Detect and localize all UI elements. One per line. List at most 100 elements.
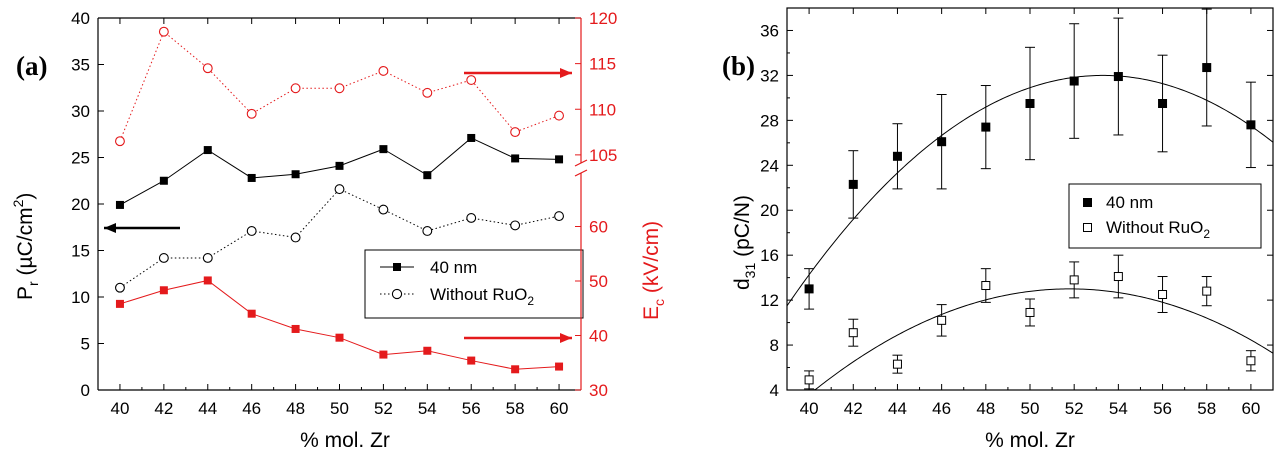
panel-a-series-3-point-11 bbox=[555, 362, 564, 371]
panel-a-series-4-point-6 bbox=[334, 83, 345, 94]
panel-a-x-tick-label-3: 44 bbox=[198, 399, 217, 418]
panel-a-series-3-point-3 bbox=[203, 276, 212, 285]
panel-a-axis-break-mark-2 bbox=[574, 169, 588, 177]
panel-a-x-axis-label: % mol. Zr bbox=[300, 429, 390, 452]
panel-b-x-tick-label-10: 58 bbox=[1197, 399, 1216, 418]
panel-b-y-tick-label-1: 4 bbox=[770, 381, 779, 400]
panel-b-legend: 40 nm Without RuO2 bbox=[1068, 183, 1262, 249]
panel-b-x-tick-label-9: 56 bbox=[1153, 399, 1172, 418]
panel-a-series-2-point-4 bbox=[246, 226, 257, 236]
panel-b-series-2-point-6 bbox=[1025, 307, 1035, 317]
panel-a-series-3-point-6 bbox=[335, 333, 344, 342]
panel-b-x-tick-label-7: 52 bbox=[1065, 399, 1084, 418]
panel-a-y-tick-label-right-lower-4: 60 bbox=[589, 218, 608, 237]
panel-a-y-tick-label-right-upper-1: 105 bbox=[589, 146, 617, 165]
panel-a-y-tick-label-left-1: 0 bbox=[81, 381, 90, 400]
panel-a-series-3-point-7 bbox=[379, 350, 388, 359]
panel-a-y-tick-label-right-lower-3: 50 bbox=[589, 272, 608, 291]
panel-b-series-2-point-1 bbox=[804, 375, 814, 385]
panel-a-series-2-point-10 bbox=[510, 220, 521, 231]
panel-a-series-1-point-11 bbox=[555, 155, 564, 164]
panel-a-series-4-point-8 bbox=[422, 87, 433, 98]
panel-a-series-4-point-7 bbox=[378, 65, 389, 76]
panel-a-series-2-point-2 bbox=[158, 252, 169, 263]
panel-a-series-1-point-8 bbox=[423, 171, 432, 180]
panel-b-series-2-point-11 bbox=[1246, 356, 1256, 366]
panel-a-series-2-line bbox=[119, 188, 560, 289]
legend-b-swatch-1 bbox=[1083, 198, 1092, 207]
panel-a-series-2-point-5 bbox=[290, 232, 301, 243]
panel-a-arrow-2-head bbox=[560, 68, 572, 78]
panel-b-x-tick-label-4: 46 bbox=[932, 399, 951, 418]
panel-a-series-2-point-8 bbox=[422, 226, 433, 236]
panel-a-series-4-point-3 bbox=[202, 63, 213, 74]
panel-a-series-3-point-9 bbox=[467, 356, 476, 365]
panel-b-fit-curve-2 bbox=[787, 288, 1274, 391]
panel-a-series-1-point-7 bbox=[379, 145, 388, 154]
panel-a-arrow-1 bbox=[104, 223, 180, 233]
panel-a-y-tick-label-right-upper-2: 110 bbox=[589, 100, 616, 119]
panel-a-arrow-3 bbox=[464, 333, 572, 343]
legend-a-label-1: 40 nm bbox=[430, 258, 477, 277]
panel-b-legend-box bbox=[1068, 183, 1262, 249]
panel-a-y-tick-label-left-4: 15 bbox=[71, 242, 90, 261]
panel-a-series-4-point-4 bbox=[246, 108, 257, 119]
panel-a-series-3-point-8 bbox=[423, 346, 432, 355]
panel-b-series-2-point-7 bbox=[1069, 275, 1079, 285]
panel-b-y-tick-label-7: 28 bbox=[760, 111, 779, 130]
panel-a-series-2-point-6 bbox=[334, 184, 345, 195]
panel-b-series-1-point-6 bbox=[1025, 99, 1035, 108]
panel-b-series-2-point-2 bbox=[848, 328, 858, 338]
panel-b-y-tick-label-5: 20 bbox=[760, 201, 779, 220]
panel-b-y-tick-label-4: 16 bbox=[760, 246, 779, 265]
panel-a-y-tick-label-right-lower-1: 30 bbox=[589, 381, 608, 400]
panel-a-x-tick-label-2: 42 bbox=[154, 399, 173, 418]
panel-b-x-tick-label-2: 42 bbox=[844, 399, 863, 418]
panel-b-series-1-point-1 bbox=[804, 284, 814, 294]
panel-a-legend: 40 nm Without RuO2 bbox=[364, 249, 584, 319]
panel-a-series-1-point-3 bbox=[203, 146, 212, 155]
panel-a-series-2-point-7 bbox=[378, 204, 389, 215]
panel-b-x-tick-label-1: 40 bbox=[800, 399, 819, 418]
panel-a-y-axis-label-left: Pr (µC/cm2) bbox=[10, 193, 41, 300]
panel-b-x-tick-label-6: 50 bbox=[1021, 399, 1040, 418]
panel-b-x-tick-label-11: 60 bbox=[1241, 399, 1260, 418]
panel-a-series-2-point-9 bbox=[466, 213, 477, 223]
panel-b-y-tick-label-8: 32 bbox=[760, 66, 779, 85]
panel-a-series-3-point-10 bbox=[511, 365, 520, 374]
legend-b-swatch-2 bbox=[1083, 223, 1092, 232]
panel-a-series-1-point-10 bbox=[511, 154, 520, 163]
panel-a-y-tick-label-right-lower-2: 40 bbox=[589, 327, 608, 346]
panel-a-x-tick-label-10: 58 bbox=[506, 399, 525, 418]
panel-b-series-2-point-5 bbox=[981, 281, 991, 291]
panel-a-axis-break-mark-1 bbox=[574, 159, 588, 167]
legend-a-swatch-marker-2 bbox=[391, 288, 403, 300]
panel-a-legend-box bbox=[364, 249, 584, 319]
panel-b-series-1-point-5 bbox=[981, 122, 991, 132]
panel-b-series-2-point-10 bbox=[1202, 286, 1212, 296]
panel-a-series-4-point-9 bbox=[466, 75, 477, 86]
panel-a-series-4-point-1 bbox=[115, 136, 125, 147]
legend-b-label-2: Without RuO2 bbox=[1106, 218, 1210, 241]
panel-a-chart: (a) % mol. Zr Pr (µC/cm2) Ec (kV/cm) 40 … bbox=[10, 9, 667, 452]
panel-a-x-tick-label-1: 40 bbox=[110, 399, 129, 418]
panel-a-y-tick-label-left-5: 20 bbox=[71, 195, 90, 214]
panel-a-y-axis-label-right: Ec (kV/cm) bbox=[640, 221, 667, 320]
panel-a-series-1-point-9 bbox=[467, 133, 476, 142]
panel-a-x-tick-label-11: 60 bbox=[550, 399, 569, 418]
panel-a-series-3-point-5 bbox=[291, 324, 300, 333]
panel-b-y-tick-label-9: 36 bbox=[760, 21, 779, 40]
panel-a-label: (a) bbox=[16, 51, 47, 81]
panel-b-y-tick-label-2: 8 bbox=[770, 336, 779, 355]
panel-b-series-2-point-9 bbox=[1158, 290, 1168, 299]
panel-a-x-tick-label-8: 54 bbox=[418, 399, 437, 418]
panel-a-series-4-point-10 bbox=[510, 127, 521, 138]
panel-b-series-1-point-11 bbox=[1246, 120, 1256, 130]
panel-b-x-axis-label: % mol. Zr bbox=[985, 429, 1075, 452]
panel-a-series-1-point-5 bbox=[291, 170, 300, 179]
panel-a-x-tick-label-4: 46 bbox=[242, 399, 261, 418]
panel-a-x-tick-label-5: 48 bbox=[286, 399, 305, 418]
panel-a-series-4-point-11 bbox=[554, 110, 564, 121]
panel-b-series-1-point-3 bbox=[892, 151, 902, 161]
